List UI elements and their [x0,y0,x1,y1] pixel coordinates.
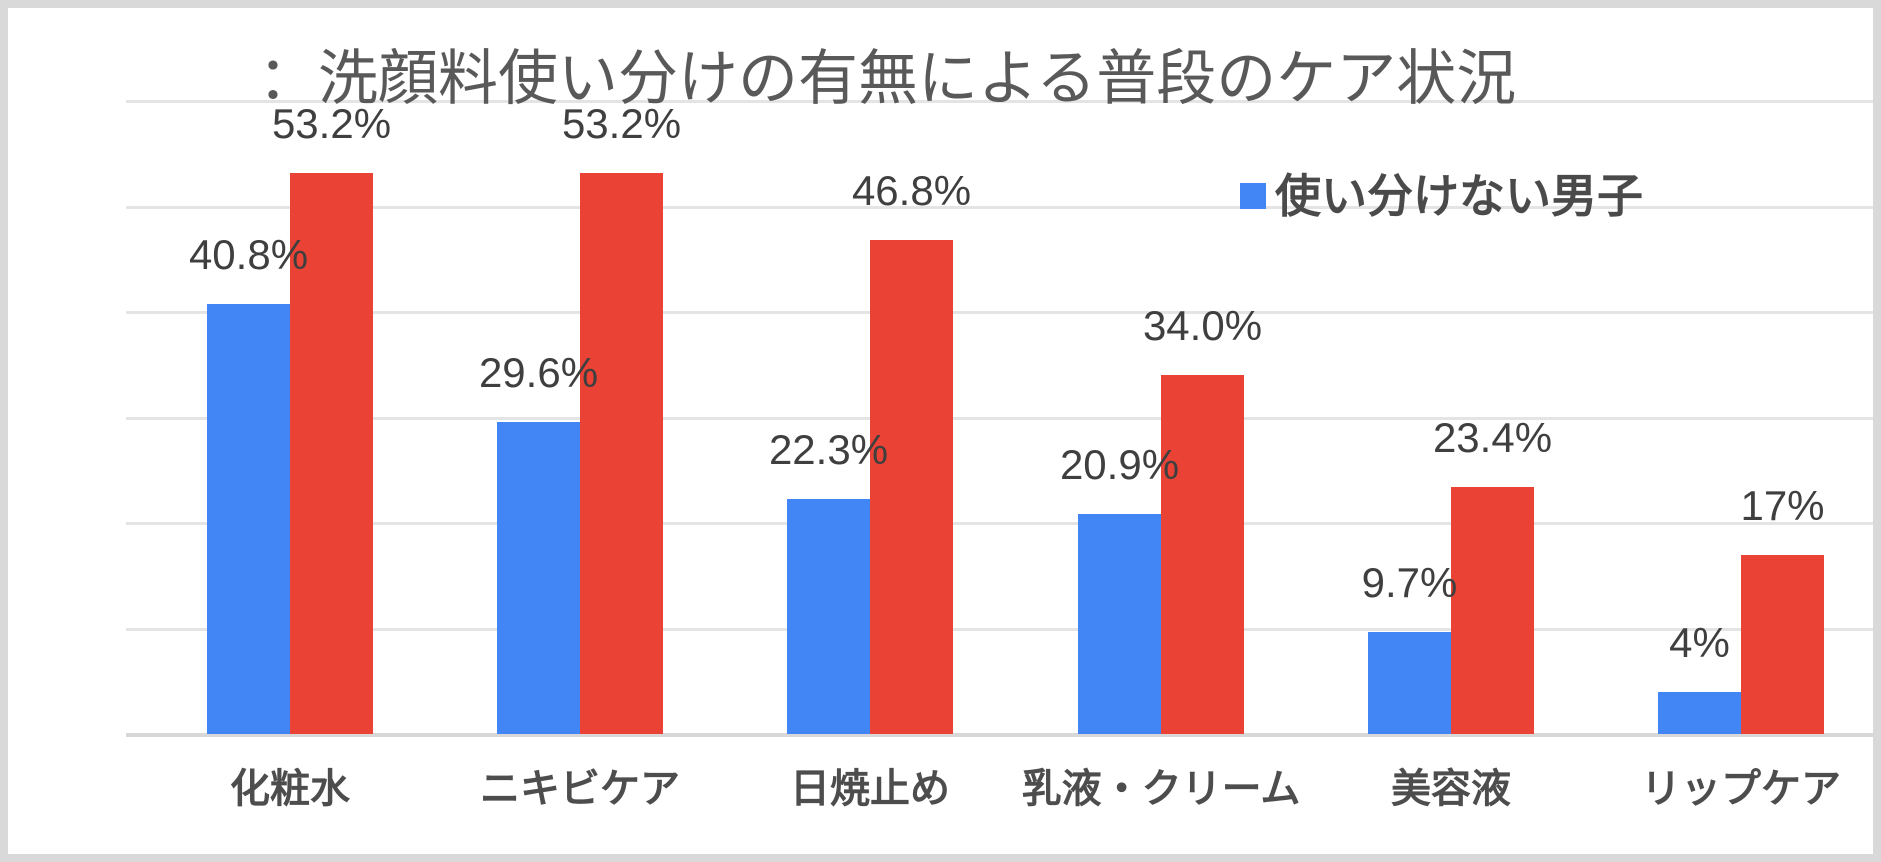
value-label: 34.0% [1142,302,1263,350]
category-label-美容液: 美容液 [1391,767,1511,811]
value-label: 23.4% [1432,414,1553,462]
bar-blue-美容液[interactable] [1368,631,1451,734]
bar-blue-リップケア[interactable] [1658,691,1741,734]
category-label-乳液・クリーム: 乳液・クリーム [1021,767,1301,811]
legend-item[interactable]: 使い分けない男子 [1240,172,1643,220]
bar-red-化粧水[interactable] [290,172,373,734]
value-label: 46.8% [851,167,972,215]
value-label: 20.9% [1059,440,1180,488]
gridline [126,100,1873,103]
value-label: 22.3% [768,425,889,473]
gridline [126,205,1873,209]
category-label-化粧水: 化粧水 [230,767,350,811]
legend-label: 使い分けない男子 [1275,170,1643,222]
chart-title: ：洗顔料使い分けの有無による普段のケア状況 [258,45,1517,112]
value-label: 4% [1669,618,1730,666]
value-label: 53.2% [561,99,682,147]
legend: 使い分けない男子 [1240,172,1643,220]
bar-red-美容液[interactable] [1451,487,1534,734]
bar-blue-ニキビケア[interactable] [497,421,580,734]
value-label: 40.8% [188,230,309,278]
bar-red-ニキビケア[interactable] [580,172,663,734]
bar-blue-日焼止め[interactable] [787,498,870,734]
bar-red-乳液・クリーム[interactable] [1161,375,1244,734]
gridline [126,522,1873,525]
gridline [126,627,1873,631]
bar-blue-化粧水[interactable] [207,303,290,734]
category-label-ニキビケア: ニキビケア [480,767,680,811]
legend-swatch-icon [1240,183,1266,209]
x-axis-baseline [126,733,1873,737]
value-label: 53.2% [271,99,392,147]
gridline [126,416,1873,420]
bar-red-リップケア[interactable] [1741,554,1824,734]
value-label: 17% [1740,481,1825,529]
gridline [126,311,1873,314]
bar-blue-乳液・クリーム[interactable] [1078,513,1161,734]
category-label-日焼止め: 日焼止め [790,767,950,811]
bar-red-日焼止め[interactable] [870,240,953,734]
category-label-リップケア: リップケア [1641,767,1841,811]
value-label: 9.7% [1361,558,1458,606]
value-label: 29.6% [478,348,599,396]
